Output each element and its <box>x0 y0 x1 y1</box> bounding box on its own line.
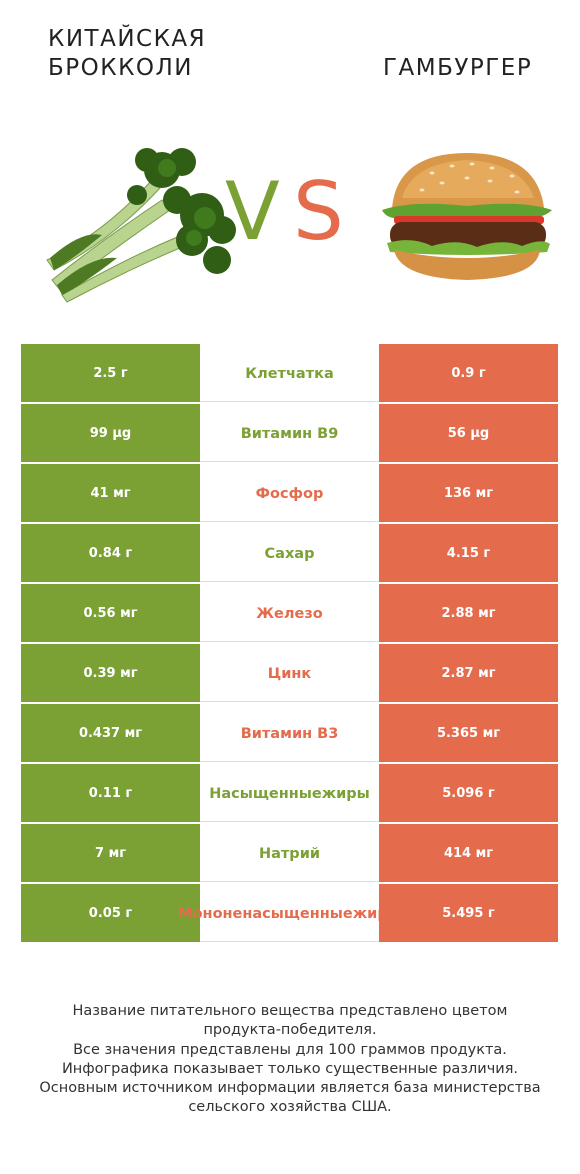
left-product-title: Китайская брокколи <box>48 26 207 81</box>
right-value-cell: 5.365 мг <box>379 704 558 762</box>
table-row: 0.11 г Насыщенные жиры 5.096 г <box>21 764 558 822</box>
nutrient-name-cell: Мононенасыщенные жиры <box>178 884 401 942</box>
right-value-cell: 2.88 мг <box>379 584 558 642</box>
left-value-cell: 0.11 г <box>21 764 200 822</box>
right-product-title: Гамбургер <box>383 55 533 81</box>
footer-line: Название питательного вещества представл… <box>72 1003 508 1019</box>
right-value-cell: 2.87 мг <box>379 644 558 702</box>
comparison-table: 2.5 г Клетчатка 0.9 г 99 µg Витамин B9 56 µg 4… <box>21 344 558 944</box>
nutrient-name-cell: Насыщенные жиры <box>200 764 379 822</box>
right-value-cell: 5.495 г <box>379 884 558 942</box>
nutrient-name-cell: Фосфор <box>200 464 379 522</box>
table-row: 0.84 г Сахар 4.15 г <box>21 524 558 582</box>
left-value-cell: 0.39 мг <box>21 644 200 702</box>
nutrient-name-cell: Витамин B9 <box>200 404 379 462</box>
footer-line: Все значения представлены для 100 граммо… <box>73 1041 507 1058</box>
left-value-cell: 0.05 г <box>21 884 200 942</box>
table-row: 0.05 г Мононенасыщенные жиры 5.495 г <box>21 884 558 942</box>
nutrient-name-cell: Сахар <box>200 524 379 582</box>
left-value-cell: 2.5 г <box>21 344 200 402</box>
nutrient-name-cell: Натрий <box>200 824 379 882</box>
left-value-cell: 7 мг <box>21 824 200 882</box>
footer-line: Основным источником информации является … <box>39 1080 541 1097</box>
left-value-cell: 0.56 мг <box>21 584 200 642</box>
footer-line: Инфографика показывает только существенн… <box>61 1060 519 1077</box>
nutrient-name-cell: Железо <box>200 584 379 642</box>
left-value-cell: 41 мг <box>21 464 200 522</box>
table-row: 0.56 мг Железо 2.88 мг <box>21 584 558 642</box>
nutrient-name-cell: Клетчатка <box>200 344 379 402</box>
left-value-cell: 0.84 г <box>21 524 200 582</box>
nutrient-name-cell: Витамин B3 <box>200 704 379 762</box>
right-value-cell: 56 µg <box>379 404 558 462</box>
hamburger-image <box>382 153 552 280</box>
table-row: 2.5 г Клетчатка 0.9 г <box>21 344 558 402</box>
table-row: 99 µg Витамин B9 56 µg <box>21 404 558 462</box>
table-row: 7 мг Натрий 414 мг <box>21 824 558 882</box>
table-row: 0.39 мг Цинк 2.87 мг <box>21 644 558 702</box>
right-value-cell: 136 мг <box>379 464 558 522</box>
right-value-cell: 0.9 г <box>379 344 558 402</box>
right-value-cell: 4.15 г <box>379 524 558 582</box>
left-value-cell: 0.437 мг <box>21 704 200 762</box>
footer-notes: Название питательного вещества представл… <box>20 1002 560 1118</box>
broccoli-image <box>46 148 236 303</box>
table-row: 41 мг Фосфор 136 мг <box>21 464 558 522</box>
footer-line: сельского хозяйства США. <box>188 1099 392 1116</box>
nutrient-name-cell: Цинк <box>200 644 379 702</box>
right-value-cell: 5.096 г <box>379 764 558 822</box>
vs-s-letter: S <box>293 165 344 258</box>
right-value-cell: 414 мг <box>379 824 558 882</box>
table-row: 0.437 мг Витамин B3 5.365 мг <box>21 704 558 762</box>
footer-line: продукта-победителя. <box>203 1022 377 1039</box>
vs-v-letter: V <box>225 165 280 258</box>
left-value-cell: 99 µg <box>21 404 200 462</box>
